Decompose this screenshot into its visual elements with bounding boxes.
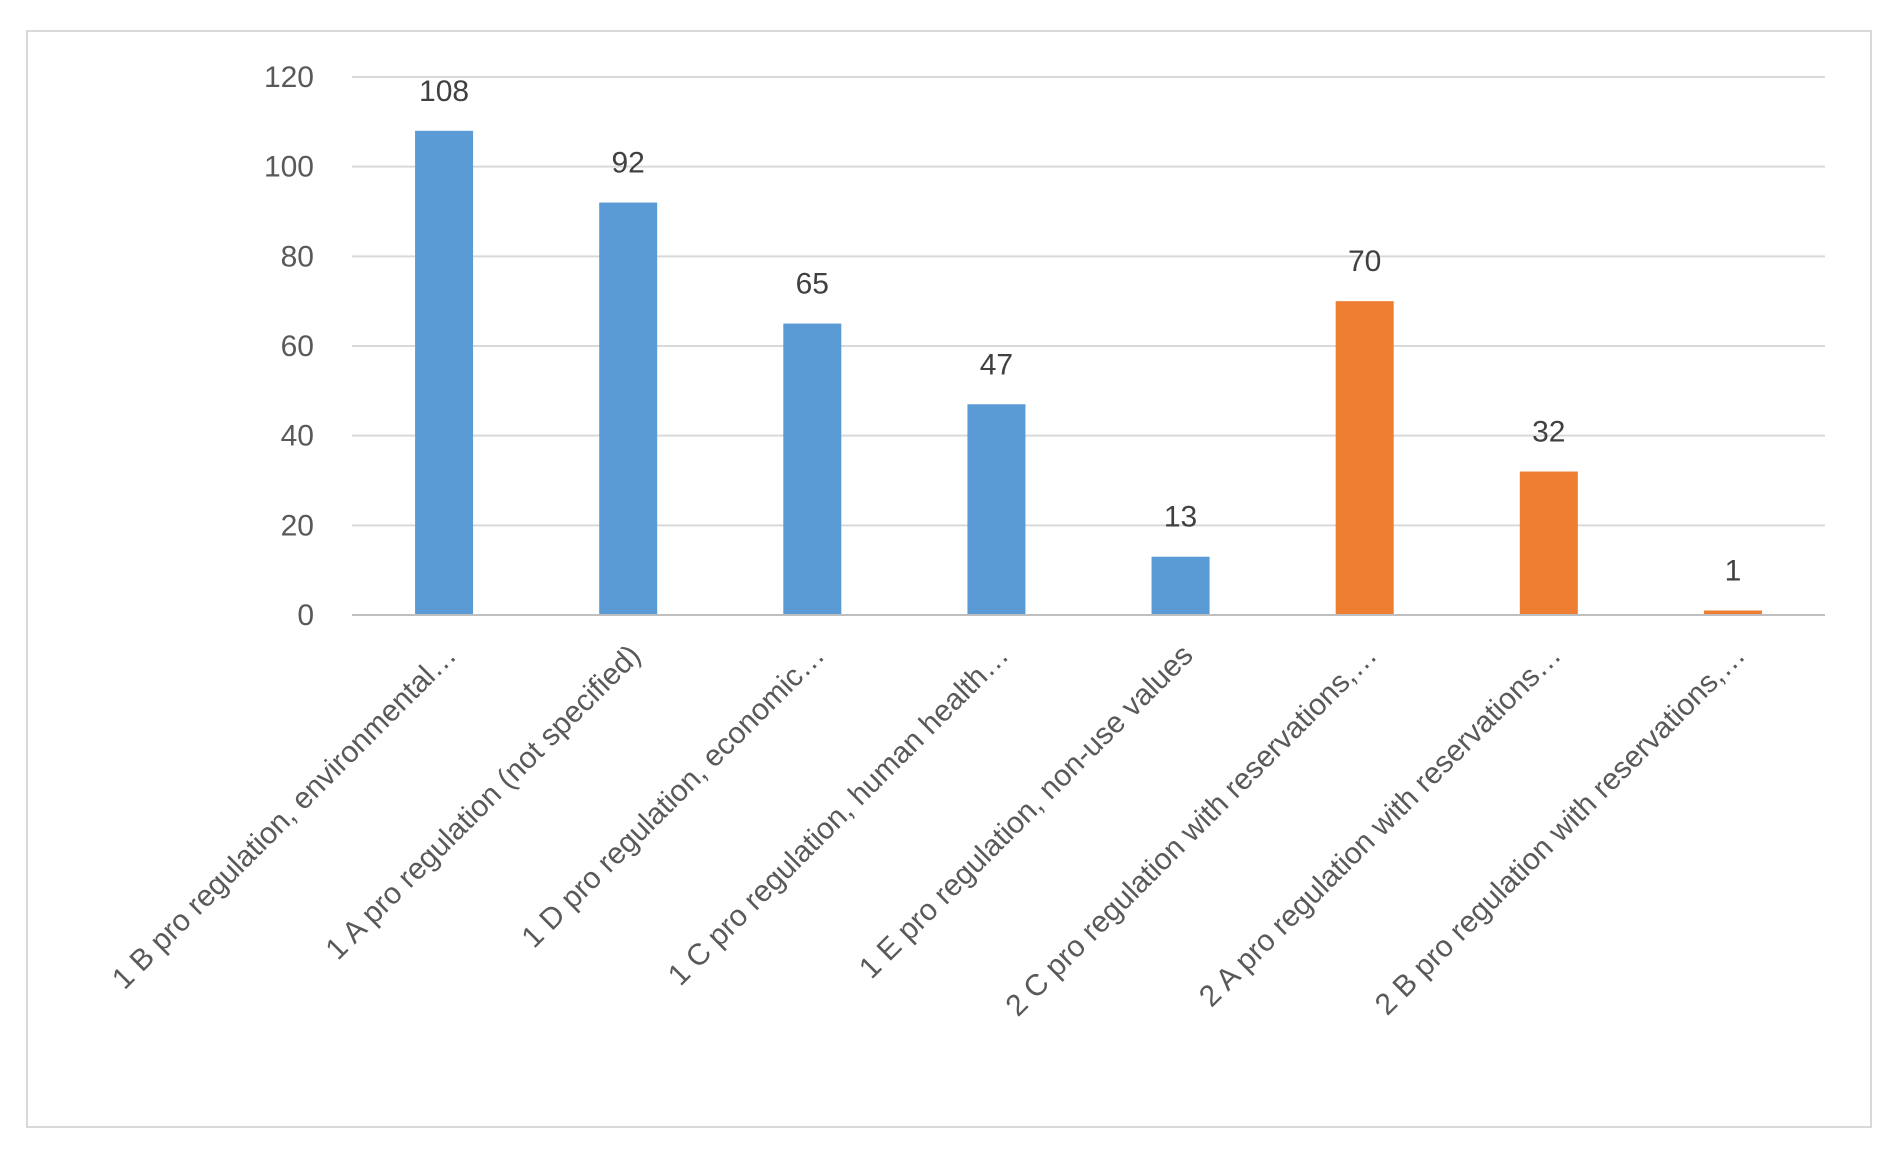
y-tick-label: 60 (281, 330, 314, 363)
bar (1703, 610, 1762, 615)
data-label: 92 (612, 147, 645, 180)
data-labels: 108 92 65 47 13 70 32 1 (419, 75, 1741, 588)
category-label: 2 C pro regulation with reservations,… (1000, 639, 1384, 1023)
category-label: 1 A pro regulation (not specified) (320, 639, 648, 967)
data-label: 108 (419, 75, 469, 108)
bar (599, 202, 658, 616)
gridlines (352, 76, 1825, 527)
bars (415, 130, 1762, 616)
y-tick-label: 80 (281, 240, 314, 273)
data-label: 47 (980, 348, 1013, 381)
data-label: 1 (1725, 555, 1742, 588)
y-tick-label: 100 (264, 151, 314, 184)
category-label: 2 A pro regulation with reservations… (1193, 639, 1568, 1014)
y-tick-label: 120 (264, 61, 314, 94)
bar (1151, 556, 1210, 615)
y-axis-ticks: 0 20 40 60 80 100 120 (264, 61, 314, 632)
category-label: 1 B pro regulation, environmental… (106, 639, 463, 996)
data-label: 13 (1164, 501, 1197, 534)
bar (967, 404, 1026, 615)
bar (1519, 471, 1578, 615)
bar (1335, 301, 1394, 615)
category-label: 2 B pro regulation with reservations,… (1369, 639, 1752, 1022)
y-tick-label: 40 (281, 420, 314, 453)
y-tick-label: 20 (281, 509, 314, 542)
category-label: 1 D pro regulation, economic… (516, 639, 832, 955)
y-tick-label: 0 (297, 599, 314, 632)
bar (415, 130, 474, 616)
bar (783, 323, 842, 615)
category-labels: 1 B pro regulation, environmental…1 A pr… (106, 639, 1752, 1023)
data-label: 65 (796, 268, 829, 301)
category-label: 1 E pro regulation, non-use values (853, 639, 1199, 985)
category-label: 1 C pro regulation, human health… (662, 639, 1016, 993)
data-label: 32 (1532, 416, 1565, 449)
data-label: 70 (1348, 245, 1381, 278)
